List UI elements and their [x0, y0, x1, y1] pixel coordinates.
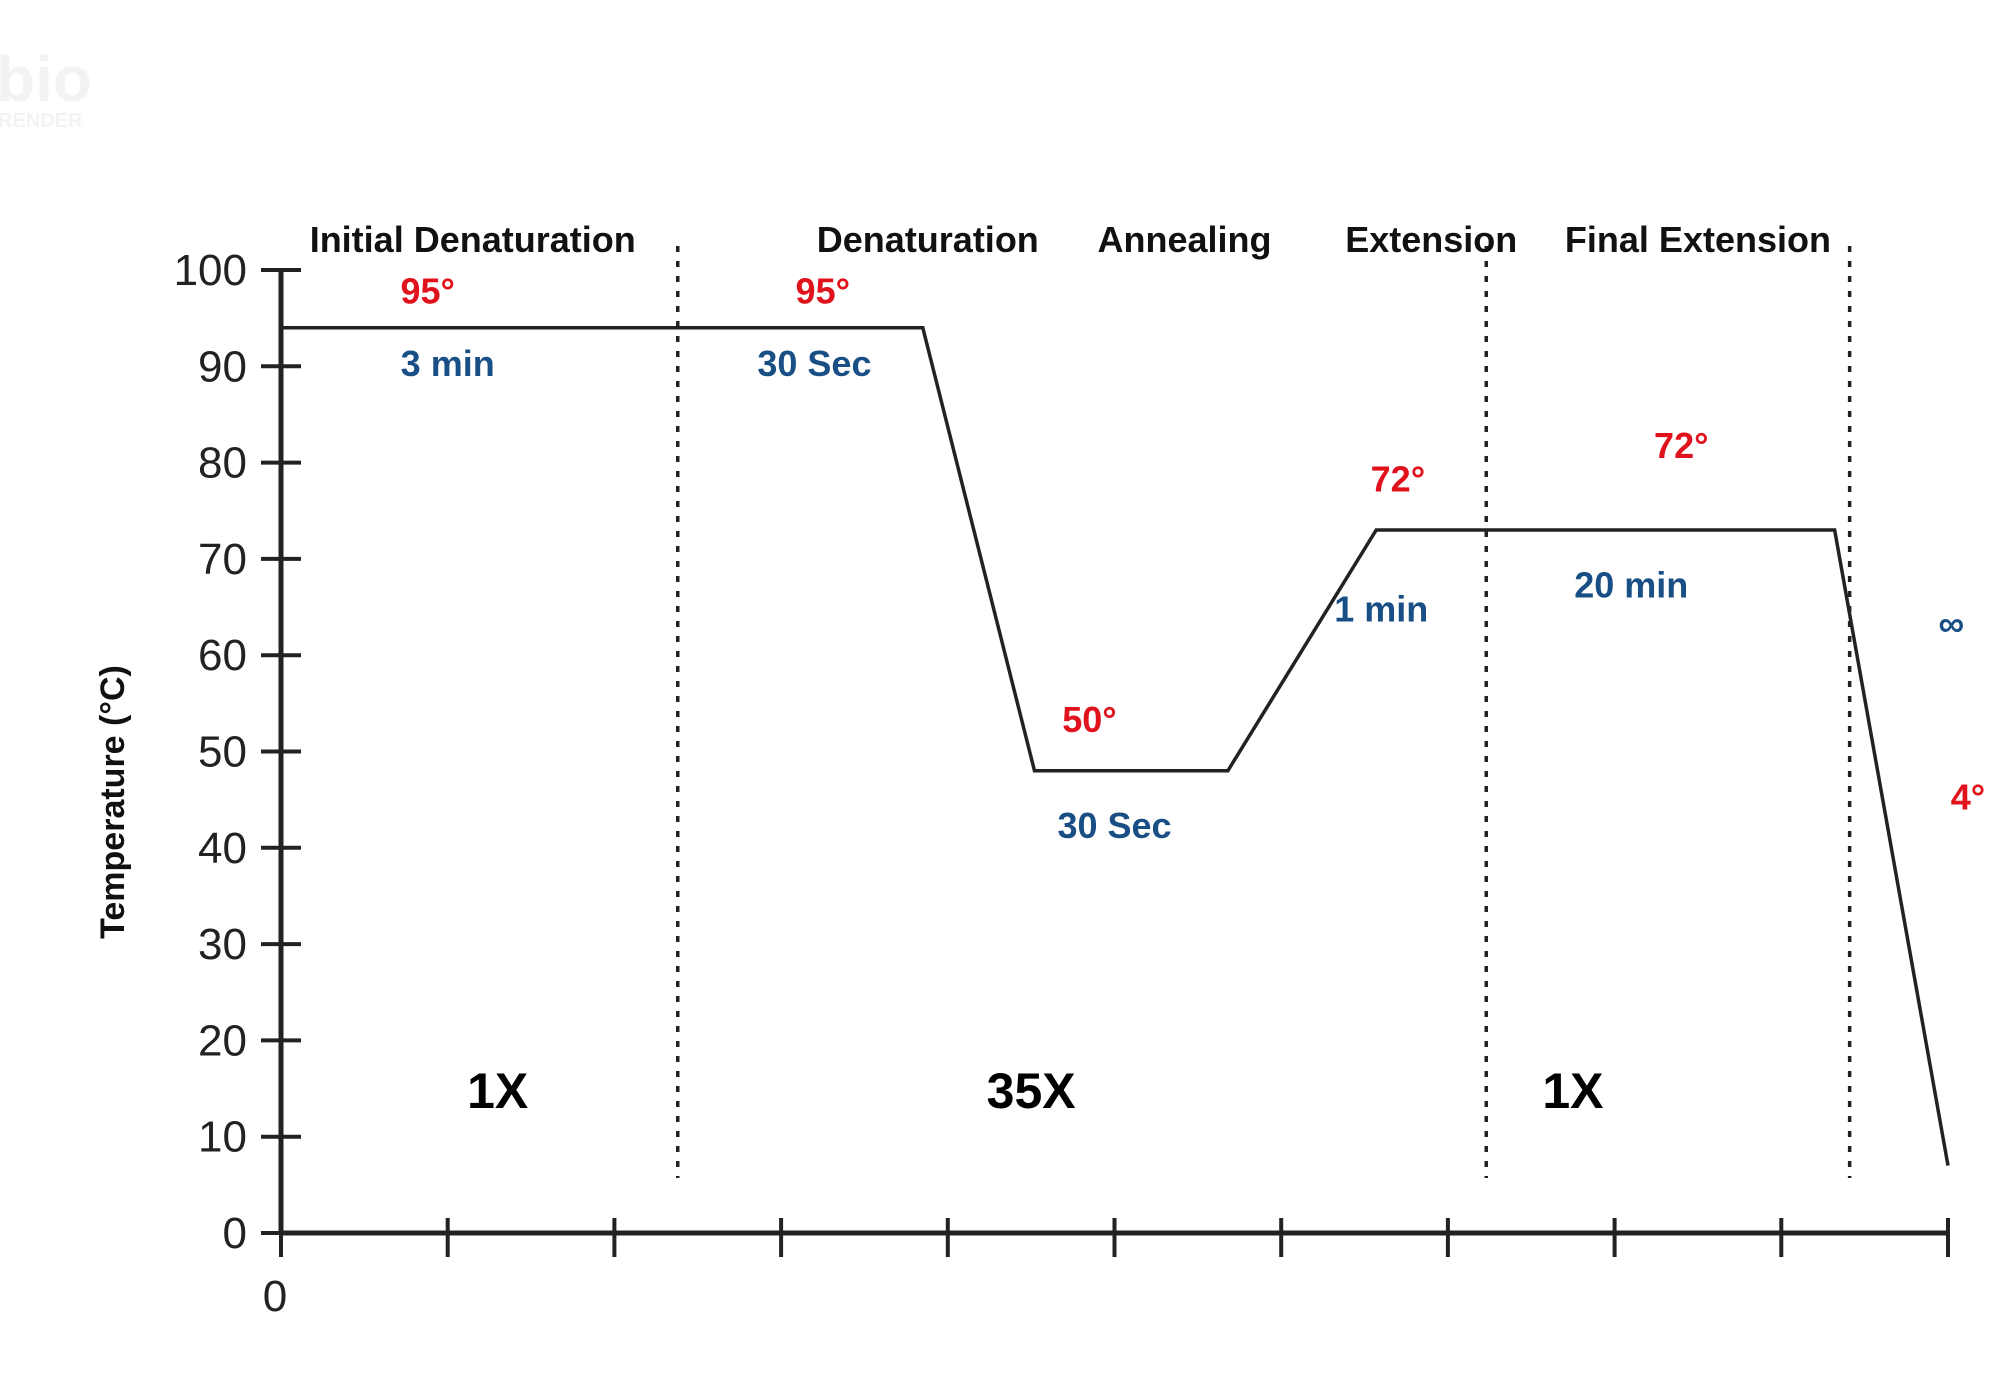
watermark-logo: bio — [0, 43, 92, 115]
y-tick-label: 30 — [198, 920, 247, 969]
duration-label: 1 min — [1334, 588, 1428, 629]
y-tick-label: 70 — [198, 535, 247, 584]
phase-dividers — [675, 246, 1852, 1178]
annotations: Initial Denaturation Denaturation Annealin… — [310, 219, 1986, 1119]
temperature-profile — [281, 326, 1950, 1166]
duration-label: 3 min — [401, 343, 495, 384]
y-tick-label: 40 — [198, 824, 247, 873]
temperature-line — [281, 326, 1950, 1166]
y-tick-label: 20 — [198, 1016, 247, 1065]
y-axis-label: Temperature (°C) — [94, 665, 132, 939]
y-tick-label: 10 — [198, 1113, 247, 1162]
step-label: Denaturation — [817, 219, 1039, 260]
duration-label: 30 Sec — [1057, 805, 1171, 846]
temperature-label: 72° — [1371, 458, 1425, 499]
step-label: Extension — [1345, 219, 1517, 260]
temperature-label: 50° — [1062, 699, 1116, 740]
cycle-label: 35X — [987, 1063, 1076, 1119]
temperature-label: 72° — [1654, 425, 1708, 466]
watermark: bio RENDER — [0, 43, 92, 132]
step-label: Annealing — [1098, 219, 1272, 260]
step-label: Initial Denaturation — [310, 219, 636, 260]
duration-label: ∞ — [1938, 603, 1964, 644]
y-tick-label: 60 — [198, 631, 247, 680]
duration-label: 30 Sec — [757, 343, 871, 384]
y-tick-label: 80 — [198, 439, 247, 488]
temperature-label: 4° — [1951, 776, 1985, 817]
y-tick-label: 0 — [223, 1209, 247, 1258]
temperature-label: 95° — [796, 271, 850, 312]
y-tick-label: 90 — [198, 342, 247, 391]
y-tick-label: 100 — [174, 246, 247, 295]
duration-label: 20 min — [1574, 564, 1688, 605]
watermark-logo-sub: RENDER — [0, 110, 83, 132]
step-label: Final Extension — [1565, 219, 1831, 260]
axes: 0 10 20 30 40 50 60 70 80 90 100 0 — [174, 246, 1950, 1321]
x-tick-label: 0 — [263, 1272, 287, 1321]
y-tick-label: 50 — [198, 728, 247, 777]
cycle-label: 1X — [1542, 1063, 1603, 1119]
cycle-label: 1X — [467, 1063, 528, 1119]
temperature-label: 95° — [400, 271, 454, 312]
